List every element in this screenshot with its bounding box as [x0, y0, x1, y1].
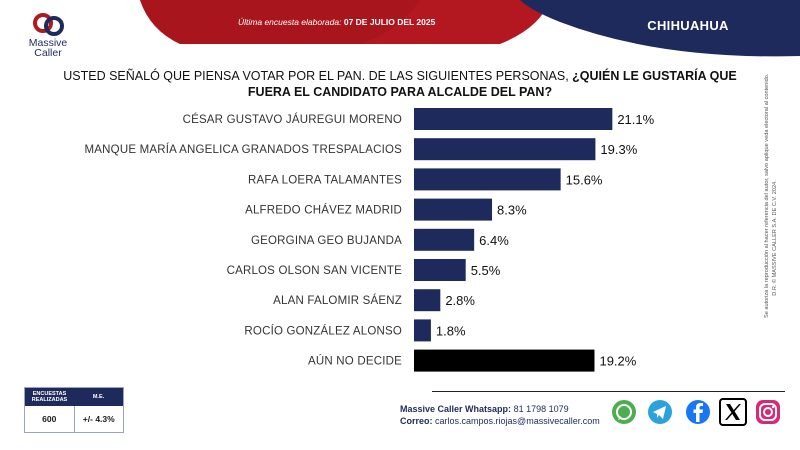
- bar: [414, 289, 441, 312]
- last-survey-date: Última encuesta elaborada: 07 DE JULIO D…: [238, 17, 436, 27]
- instagram-icon[interactable]: [754, 398, 782, 426]
- value-label: 19.2%: [599, 354, 636, 369]
- category-label: RAFA LOERA TALAMANTES: [248, 174, 402, 186]
- region-title: CHIHUAHUA: [647, 18, 729, 33]
- category-label: MANQUE MARÍA ANGELICA GRANADOS TRESPALAC…: [85, 143, 403, 156]
- facebook-icon[interactable]: [684, 398, 712, 426]
- category-label: ALFREDO CHÁVEZ MADRID: [245, 204, 402, 217]
- surveys-header: ENCUESTAS REALIZADAS: [31, 391, 68, 403]
- value-label: 5.5%: [471, 263, 501, 278]
- question-text: USTED SEÑALÓ QUE PIENSA VOTAR POR EL PAN…: [63, 69, 737, 99]
- category-label: CÉSAR GUSTAVO JÁUREGUI MORENO: [183, 113, 402, 126]
- category-label: AÚN NO DECIDE: [308, 355, 402, 368]
- bar: [414, 228, 475, 251]
- massive-caller-logo-icon: [33, 13, 64, 36]
- bar: [414, 319, 431, 342]
- logo-name: Massive Caller: [28, 37, 68, 59]
- value-label: 2.8%: [445, 293, 475, 308]
- telegram-icon[interactable]: [646, 398, 674, 426]
- reproduction-note: Se autoriza la reproducción al hacer ref…: [764, 73, 770, 318]
- bar: [414, 138, 596, 161]
- value-label: 15.6%: [566, 172, 603, 187]
- contact-info: Massive Caller Whatsapp: 81 1798 1079 Co…: [400, 403, 600, 427]
- whatsapp-label: Massive Caller Whatsapp:: [400, 404, 512, 414]
- me-header: M.E.: [92, 394, 105, 400]
- surveys-value: 600: [25, 406, 75, 432]
- bar: [414, 108, 613, 130]
- bar: [414, 349, 595, 372]
- value-label: 21.1%: [617, 112, 654, 127]
- value-label: 8.3%: [497, 203, 527, 218]
- bar: [414, 168, 561, 191]
- bar: [414, 259, 466, 281]
- bar-chart: CÉSAR GUSTAVO JÁUREGUI MORENO 21.1% MANQUE…: [85, 108, 655, 372]
- category-label: ALAN FALOMIR SÁENZ: [273, 294, 402, 307]
- survey-stats-table: ENCUESTAS REALIZADAS M.E. 600 +/- 4.3%: [24, 387, 124, 433]
- category-label: CARLOS OLSON SAN VICENTE: [227, 265, 403, 277]
- category-label: ROCÍO GONZÁLEZ ALONSO: [244, 324, 402, 337]
- footer-divider: [432, 391, 785, 392]
- whatsapp-number[interactable]: 81 1798 1079: [513, 404, 569, 414]
- email-address[interactable]: carlos.campos.riojas@massivecaller.com: [435, 416, 600, 426]
- bar: [414, 198, 493, 221]
- value-label: 1.8%: [436, 323, 466, 338]
- email-label: Correo:: [400, 416, 433, 426]
- whatsapp-icon[interactable]: [610, 398, 638, 426]
- value-label: 19.3%: [600, 142, 637, 157]
- value-label: 6.4%: [479, 233, 509, 248]
- category-label: GEORGINA GEO BUJANDA: [251, 235, 402, 247]
- me-value: +/- 4.3%: [82, 414, 115, 424]
- header-band: [140, 0, 800, 57]
- x-icon[interactable]: [719, 398, 747, 426]
